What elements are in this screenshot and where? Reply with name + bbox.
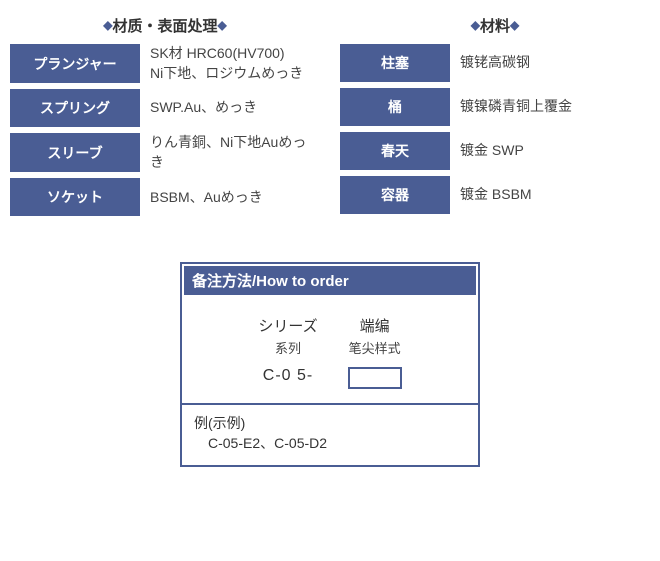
order-col-line2: 笔尖样式 (348, 338, 402, 357)
order-col-line2: 系列 (258, 338, 317, 357)
diamond-icon: ◆ (103, 18, 112, 32)
right-table-rows: 柱塞镀铑高碳钢桶镀镍磷青铜上覆金春天镀金 SWP容器镀金 BSBM (340, 44, 650, 214)
right-table-title: 材料 (480, 18, 510, 35)
left-table-title: 材质・表面处理 (112, 18, 217, 35)
left-table-rows: プランジャーSK材 HRC60(HV700)Ni下地、ロジウムめっきスプリングS… (10, 44, 320, 216)
table-row: ソケットBSBM、Auめっき (10, 178, 320, 216)
diamond-icon: ◆ (218, 18, 227, 32)
row-label: 春天 (340, 132, 450, 170)
row-value: りん青銅、Ni下地Auめっき (140, 133, 320, 172)
row-value: 镀金 SWP (450, 132, 524, 170)
order-col-value: C-0 5- (258, 367, 317, 385)
row-label: スプリング (10, 89, 140, 127)
table-row: 柱塞镀铑高碳钢 (340, 44, 650, 82)
order-example-value: C-05-E2、C-05-D2 (194, 433, 466, 453)
order-columns: シリーズ系列 C-0 5- 端编笔尖样式 (202, 315, 458, 389)
left-table: ◆材质・表面处理◆ プランジャーSK材 HRC60(HV700)Ni下地、ロジウ… (10, 15, 320, 222)
order-box-body: シリーズ系列 C-0 5- 端编笔尖样式 (182, 297, 478, 405)
order-box-title: 备注方法/How to order (184, 266, 476, 295)
table-row: プランジャーSK材 HRC60(HV700)Ni下地、ロジウムめっき (10, 44, 320, 83)
order-column: シリーズ系列 C-0 5- (258, 315, 317, 389)
row-value: SK材 HRC60(HV700)Ni下地、ロジウムめっき (140, 44, 303, 83)
diamond-icon: ◆ (471, 18, 480, 32)
row-label: プランジャー (10, 44, 140, 83)
order-column: 端编笔尖样式 (348, 315, 402, 389)
order-box: 备注方法/How to order シリーズ系列 C-0 5- 端编笔尖样式 例(示… (180, 262, 480, 467)
order-example-label: 例(示例) (194, 413, 466, 433)
row-value: SWP.Au、めっき (140, 89, 257, 127)
row-value: 镀铑高碳钢 (450, 44, 530, 82)
row-value: 镀金 BSBM (450, 176, 532, 214)
table-row: 春天镀金 SWP (340, 132, 650, 170)
order-box-wrap: 备注方法/How to order シリーズ系列 C-0 5- 端编笔尖样式 例(示… (10, 262, 650, 467)
order-col-line1: シリーズ (258, 315, 317, 336)
diamond-icon: ◆ (510, 18, 519, 32)
table-row: 桶镀镍磷青铜上覆金 (340, 88, 650, 126)
row-label: 桶 (340, 88, 450, 126)
right-table: ◆材料◆ 柱塞镀铑高碳钢桶镀镍磷青铜上覆金春天镀金 SWP容器镀金 BSBM (340, 15, 650, 222)
row-value: 镀镍磷青铜上覆金 (450, 88, 572, 126)
table-row: 容器镀金 BSBM (340, 176, 650, 214)
table-row: スプリングSWP.Au、めっき (10, 89, 320, 127)
row-label: 容器 (340, 176, 450, 214)
row-label: スリーブ (10, 133, 140, 172)
top-tables-section: ◆材质・表面处理◆ プランジャーSK材 HRC60(HV700)Ni下地、ロジウ… (10, 15, 650, 222)
order-placeholder-box (348, 367, 402, 389)
order-example: 例(示例) C-05-E2、C-05-D2 (182, 405, 478, 465)
table-row: スリーブりん青銅、Ni下地Auめっき (10, 133, 320, 172)
right-table-header: ◆材料◆ (340, 15, 650, 44)
row-value: BSBM、Auめっき (140, 178, 263, 216)
left-table-header: ◆材质・表面处理◆ (10, 15, 320, 44)
row-label: 柱塞 (340, 44, 450, 82)
row-label: ソケット (10, 178, 140, 216)
order-col-line1: 端编 (348, 315, 402, 336)
